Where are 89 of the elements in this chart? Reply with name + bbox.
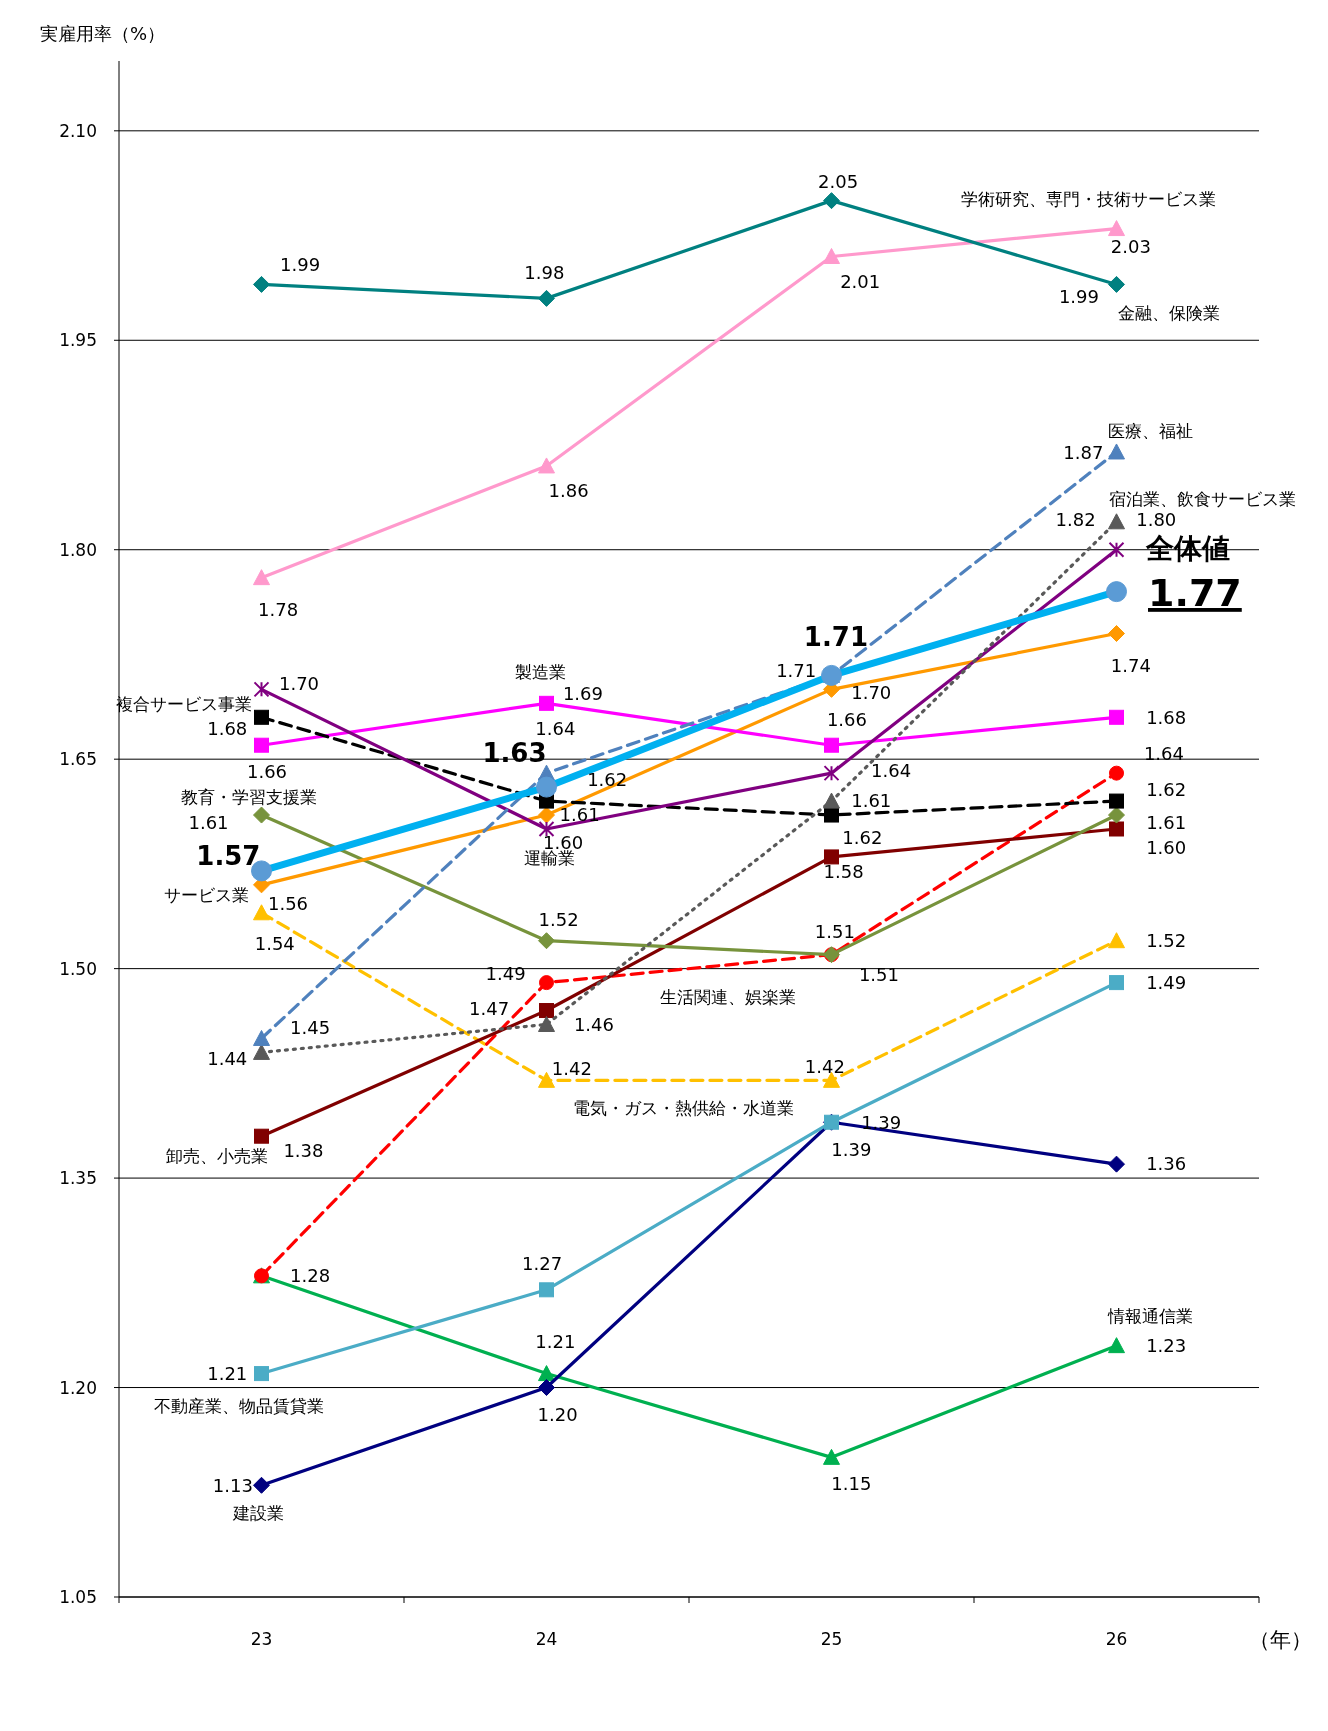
data-label: 1.68 [207,717,248,739]
series-label: 金融、保険業 [1118,303,1221,324]
data-label: 1.61 [1146,812,1187,834]
data-label: 1.46 [573,1013,615,1035]
data-label: 2.05 [818,171,859,193]
x-tick-label: 26 [1105,1629,1128,1649]
y-tick-label: 1.65 [59,749,97,770]
x-axis-title: （年） [1248,1628,1312,1652]
series-label: 電気・ガス・熱供給・水道業 [573,1097,795,1118]
data-label: 1.61 [851,789,892,811]
data-label: 1.51 [858,963,900,985]
data-label: 1.21 [207,1362,248,1384]
data-label: 1.51 [814,920,855,942]
data-label: 1.77 [1148,571,1242,616]
x-tick-label: 24 [535,1629,558,1649]
data-label: 1.82 [1055,508,1096,530]
series-label: 学術研究、専門・技術サービス業 [961,188,1217,209]
data-label: 1.15 [831,1473,872,1495]
series-label: 複合サービス事業 [116,694,253,715]
data-label: 1.58 [823,860,864,882]
data-label: 1.39 [861,1111,902,1133]
data-label: 1.28 [290,1265,331,1287]
y-tick-label: 1.05 [59,1587,97,1607]
data-label: 1.45 [290,1016,331,1038]
data-label: 1.68 [1146,706,1187,728]
y-tick-label: 1.20 [59,1377,97,1398]
data-label: 1.66 [246,761,288,783]
data-label: 1.49 [485,963,526,985]
series-label: 情報通信業 [1107,1305,1194,1326]
data-label: 1.61 [188,812,229,834]
data-label: 1.80 [1136,509,1177,531]
x-tick-label: 25 [820,1629,843,1649]
data-label: 1.64 [535,718,576,740]
data-label: 1.99 [280,253,321,275]
data-label: 1.98 [524,262,565,284]
series-label: 卸売、小売業 [166,1146,269,1167]
data-label: 1.49 [1146,971,1187,993]
data-label: 1.44 [207,1048,248,1070]
y-tick-label: 1.50 [59,958,97,979]
y-tick-label: 1.95 [59,330,97,351]
data-label: 1.62 [1146,779,1187,801]
data-label: 1.99 [1058,285,1099,307]
series-label: 教育・学習支援業 [181,787,318,808]
series-label: サービス業 [163,884,249,905]
y-axis-title: 実雇用率（%） [40,23,166,44]
series-label: 医療、福祉 [1108,421,1194,442]
data-label: 1.47 [469,997,510,1019]
data-label: 1.62 [587,769,628,791]
data-label: 1.64 [1143,742,1185,764]
data-label: 1.27 [522,1252,563,1274]
x-tick-label: 23 [250,1629,273,1649]
data-label: 1.57 [196,840,261,871]
y-tick-label: 1.80 [59,539,97,560]
data-label: 1.36 [1146,1153,1187,1175]
data-label: 1.71 [776,660,817,682]
data-label: 1.70 [851,681,892,703]
series-label: 宿泊業、飲食サービス業 [1109,488,1297,509]
data-label: 1.23 [1146,1334,1187,1356]
data-label: 1.52 [1146,930,1187,952]
series-label: 生活関連、娯楽業 [659,986,796,1007]
data-label: 1.54 [254,932,295,954]
y-tick-label: 1.35 [59,1168,97,1189]
data-label: 1.39 [831,1139,872,1161]
y-tick-label: 2.10 [59,120,97,141]
data-label: 1.52 [538,909,579,931]
data-label: 1.69 [562,682,603,704]
data-label: 1.38 [283,1139,324,1161]
data-label: 1.74 [1110,654,1151,676]
data-label: 2.03 [1110,235,1151,257]
data-label: 1.62 [842,826,883,848]
data-label: 1.78 [258,598,299,620]
data-label: 1.71 [803,621,868,652]
data-label: 1.13 [212,1474,253,1496]
data-label: 1.56 [267,892,309,914]
data-label: 1.64 [871,760,912,782]
data-label: 1.42 [551,1057,592,1079]
data-label: 1.60 [1146,837,1187,859]
data-label: 1.86 [548,479,589,501]
series-label: 製造業 [515,662,567,683]
series-label: 不動産業、物品賃貸業 [154,1395,325,1416]
data-label: 1.20 [537,1404,578,1426]
data-label: 1.21 [535,1330,576,1352]
data-label: 1.61 [559,804,600,826]
series-label: 建設業 [231,1502,284,1523]
data-label: 1.70 [279,673,320,695]
data-label: 1.87 [1063,442,1104,464]
data-label: 1.66 [826,709,867,731]
data-label: 1.42 [804,1056,845,1078]
data-label: 2.01 [840,271,881,293]
